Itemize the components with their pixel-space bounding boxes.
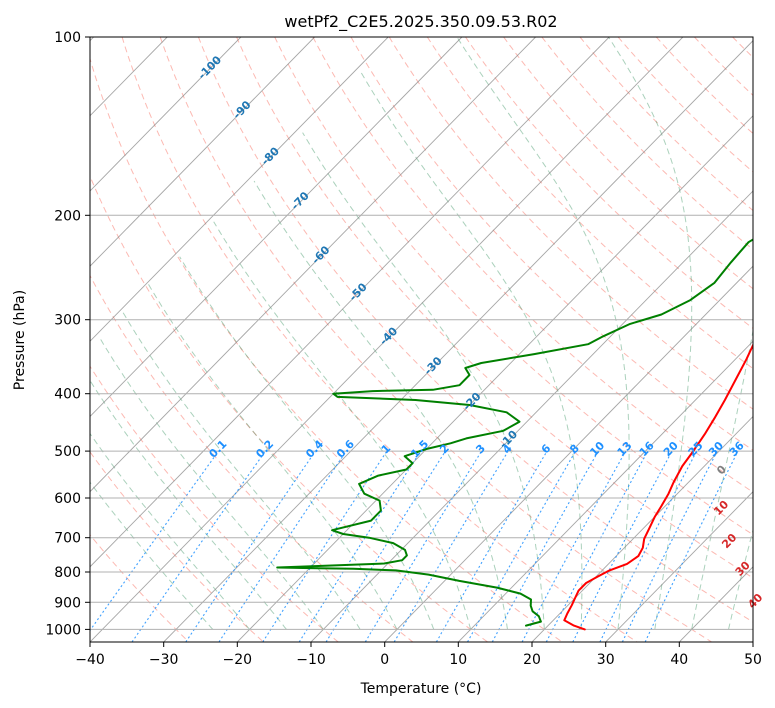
y-tick-label: 200 [54,208,81,224]
dry-adiabat [426,37,753,370]
dry-adiabat [236,37,753,579]
dry-adiabat [90,57,563,642]
isotherm-line [90,37,463,418]
x-tick-label: −20 [223,652,253,668]
isotherm-line [384,265,753,642]
chart-title: wetPf2_C2E5.2025.350.09.53.R02 [284,12,557,32]
x-tick-label: −30 [149,652,179,668]
mixing-ratio-line [599,450,698,642]
dewpoint-profile-line [276,238,753,627]
mixing-ratio-line [435,450,548,642]
dry-adiabat [350,37,753,451]
dry-adiabat [159,37,712,642]
dry-adiabat [90,451,264,642]
isotherm-line [605,491,753,642]
x-tick-label: 50 [744,652,762,668]
isotherm-line [236,115,753,642]
temperature-profile-line [563,342,753,631]
mixing-ratio-line [131,450,266,642]
y-tick-label: 600 [54,491,81,507]
mixing-ratio-line [621,450,718,642]
moist-adiabat [691,328,753,630]
moist-adiabat [456,37,630,630]
mixing-ratio-line [545,450,649,642]
dry-adiabat [197,37,753,623]
isotherm-line [457,340,753,642]
y-tick-label: 500 [54,444,81,460]
mixing-ratio-line [298,450,422,642]
y-tick-label: 300 [54,313,81,329]
moist-adiabat [253,180,508,630]
mixing-ratio-line [218,450,347,642]
moist-adiabat [147,282,398,630]
plot-frame [89,36,754,643]
mixing-ratio-line [364,450,483,642]
x-tick-label: −40 [75,652,105,668]
mixing-ratio-line [90,450,220,632]
isotherm-line [163,40,753,642]
moist-adiabat [179,256,435,630]
y-tick-label: 400 [54,387,81,403]
x-tick-label: 30 [597,652,615,668]
isotherm-line [90,37,242,192]
dry-adiabat [503,37,753,290]
isotherm-line [90,37,610,568]
y-tick-label: 100 [54,30,81,46]
moist-adiabat [90,432,250,630]
isotherm-line [90,37,389,342]
y-tick-label: 900 [54,595,81,611]
moist-adiabat [728,528,753,630]
isotherm-line [90,37,315,267]
dry-adiabat [388,37,753,410]
moist-adiabat [302,132,545,630]
mixing-ratio-line [262,450,388,642]
x-axis-label: Temperature (°C) [360,681,482,697]
dry-adiabat [90,534,190,642]
isotherm-line [310,190,753,642]
mixing-ratio-line [521,450,627,642]
x-tick-label: 10 [449,652,467,668]
dry-adiabat [541,37,753,251]
x-tick-label: 40 [670,652,688,668]
y-tick-label: 1000 [45,622,81,638]
mixing-ratio-line [185,450,316,642]
isotherm-line [531,415,753,642]
y-tick-label: 700 [54,531,81,547]
y-axis-label: Pressure (hPa) [12,290,28,390]
dry-adiabat [274,37,753,536]
isotherm-line [90,37,684,642]
isotherm-line [90,37,536,493]
x-tick-label: −10 [296,652,326,668]
dry-adiabat [90,274,414,642]
x-tick-label: 20 [523,652,541,668]
x-tick-label: 0 [380,652,389,668]
mixing-ratio-line [393,450,509,642]
y-tick-label: 800 [54,565,81,581]
mixing-ratio-line [644,450,739,642]
